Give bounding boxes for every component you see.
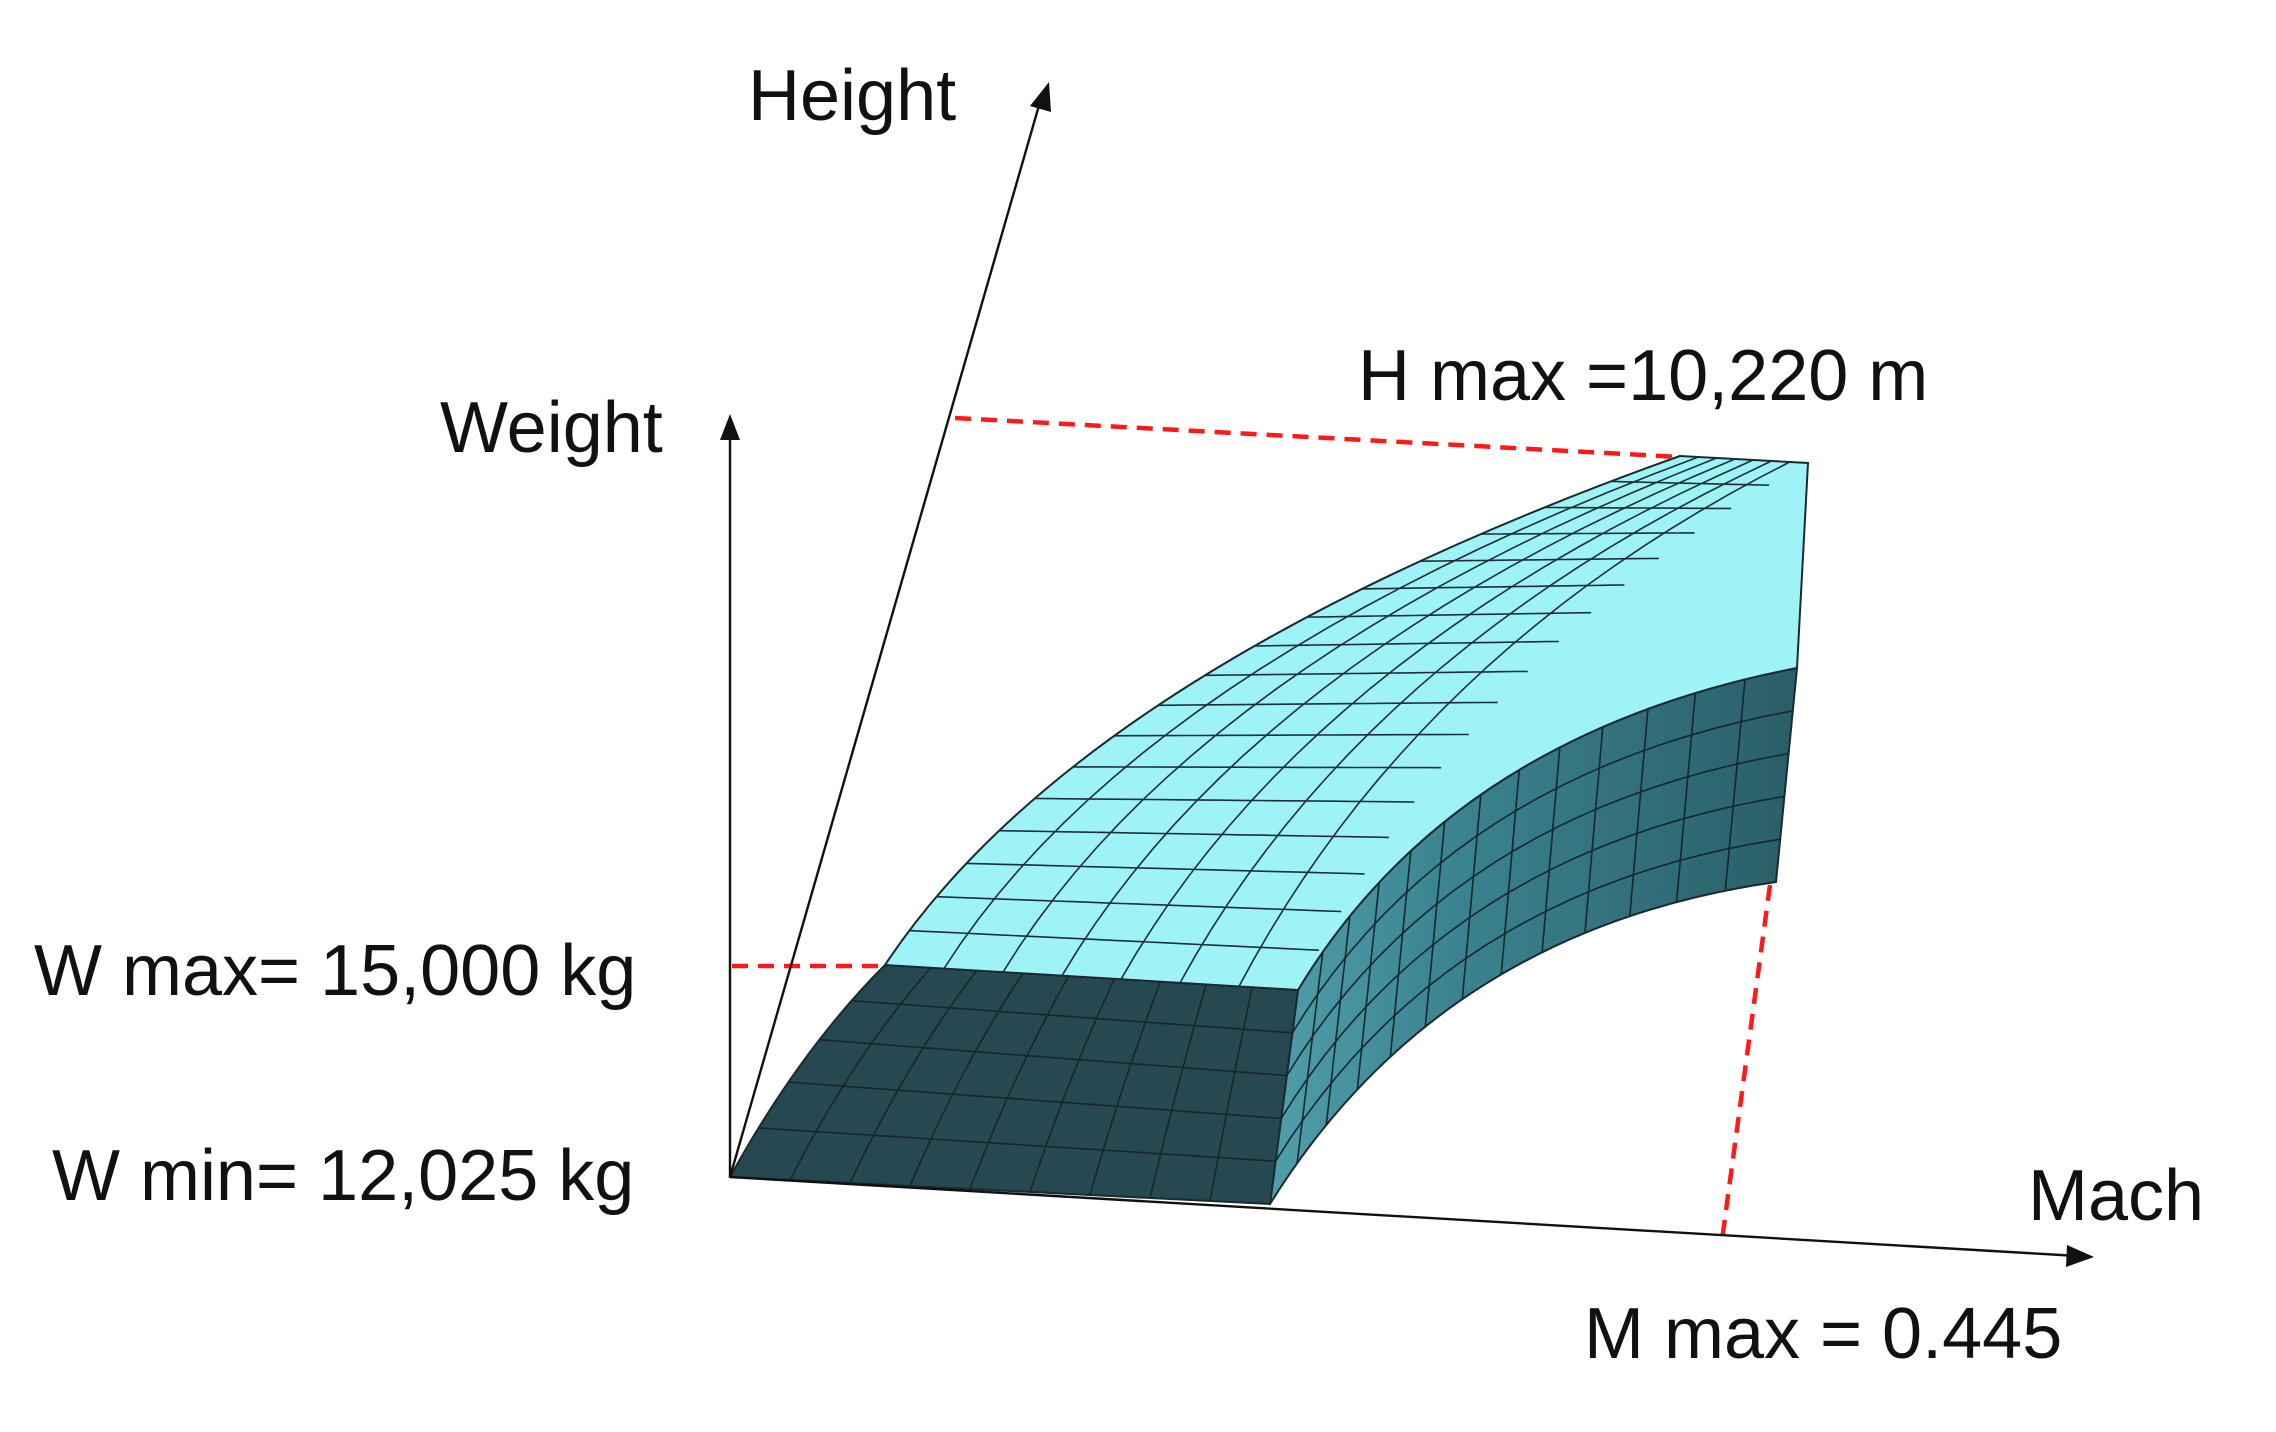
top-grid-line-u6 <box>1238 461 1791 987</box>
weight-axis-label: Weight <box>440 388 663 468</box>
weight-axis-arrow <box>720 414 740 440</box>
front-grid-line-v2 <box>788 1081 1282 1120</box>
top-grid-line-v2 <box>936 895 1342 913</box>
side-grid-line-u1 <box>1296 951 1324 1164</box>
top-grid-line-v12 <box>1362 584 1625 590</box>
front-face-grid <box>758 967 1293 1202</box>
top-grid-line-u2 <box>1002 457 1717 973</box>
top-grid-line-v1 <box>909 929 1320 951</box>
side-grid-line-u3 <box>1356 882 1380 1090</box>
top-grid-line-v5 <box>1034 797 1415 803</box>
side-grid-line-u10 <box>1629 708 1649 917</box>
h-max-label: H max =10,220 m <box>1358 336 1928 416</box>
front-grid-line-u5 <box>1029 978 1116 1193</box>
side-grid-line-u8 <box>1541 747 1561 953</box>
top-grid-line-v6 <box>1073 766 1442 769</box>
front-grid-line-u6 <box>1089 981 1162 1196</box>
side-grid-line-u9 <box>1584 726 1604 933</box>
top-grid-line-u5 <box>1179 460 1772 984</box>
front-grid-line-u1 <box>789 967 932 1181</box>
top-grid-line-v15 <box>1544 506 1732 510</box>
side-grid-line-u4 <box>1389 850 1412 1057</box>
top-grid-line-v14 <box>1480 532 1695 535</box>
side-grid-line-u2 <box>1325 915 1351 1126</box>
envelope-solid <box>728 454 1810 1206</box>
mach-axis-label: Mach <box>2028 1156 2204 1236</box>
side-grid-line-u7 <box>1500 769 1520 975</box>
front-grid-line-v1 <box>758 1127 1276 1162</box>
w-min-label: W min= 12,025 kg <box>52 1136 634 1216</box>
side-grid-line-u5 <box>1424 821 1446 1027</box>
top-grid-line-u1 <box>943 456 1699 970</box>
top-grid-line-u3 <box>1061 458 1736 977</box>
front-grid-line-u3 <box>909 972 1024 1187</box>
axes <box>720 82 2094 1267</box>
front-grid-line-u2 <box>849 970 978 1184</box>
mach-axis-line <box>729 1175 2079 1258</box>
w-max-label: W max= 15,000 kg <box>34 931 636 1011</box>
top-grid-line-v9 <box>1204 670 1528 677</box>
top-grid-line-v13 <box>1420 557 1659 562</box>
top-grid-line-v16 <box>1610 480 1770 486</box>
top-grid-line-v10 <box>1254 640 1559 647</box>
side-grid-line-v2 <box>1280 795 1785 1119</box>
front-grid-line-v4 <box>851 999 1293 1034</box>
guide-lines <box>732 415 1773 1241</box>
side-grid-line-u11 <box>1675 693 1697 903</box>
side-grid-line-v4 <box>1291 710 1793 1034</box>
labels: Height Weight Mach H max =10,220 m W max… <box>34 56 2204 1374</box>
front-grid-line-u8 <box>1209 987 1253 1202</box>
mach-axis-arrow <box>2066 1245 2094 1267</box>
front-grid-line-v3 <box>819 1038 1287 1077</box>
front-grid-line-u7 <box>1149 984 1207 1199</box>
h-max-guide-line <box>954 415 1681 460</box>
top-grid-line-v3 <box>966 862 1365 875</box>
front-grid-line-u4 <box>969 975 1070 1190</box>
side-grid-line-v1 <box>1274 838 1781 1162</box>
top-surface-grid <box>909 456 1791 987</box>
m-max-label: M max = 0.445 <box>1584 1294 2062 1374</box>
height-axis-line <box>728 94 1044 1178</box>
side-face-grid <box>1274 679 1793 1164</box>
height-axis-arrow <box>1030 82 1051 112</box>
side-grid-line-u12 <box>1724 679 1746 891</box>
top-grid-line-u4 <box>1120 459 1754 980</box>
top-grid-line-v7 <box>1114 733 1469 737</box>
side-grid-line-u6 <box>1461 794 1482 1000</box>
top-grid-line-v8 <box>1158 701 1498 707</box>
m-max-guide-line <box>1719 884 1773 1241</box>
top-grid-line-v11 <box>1306 611 1592 618</box>
height-axis-label: Height <box>748 56 956 136</box>
side-grid-line-v3 <box>1286 752 1789 1077</box>
top-surface <box>883 454 1810 992</box>
top-grid-line-v4 <box>999 829 1389 839</box>
